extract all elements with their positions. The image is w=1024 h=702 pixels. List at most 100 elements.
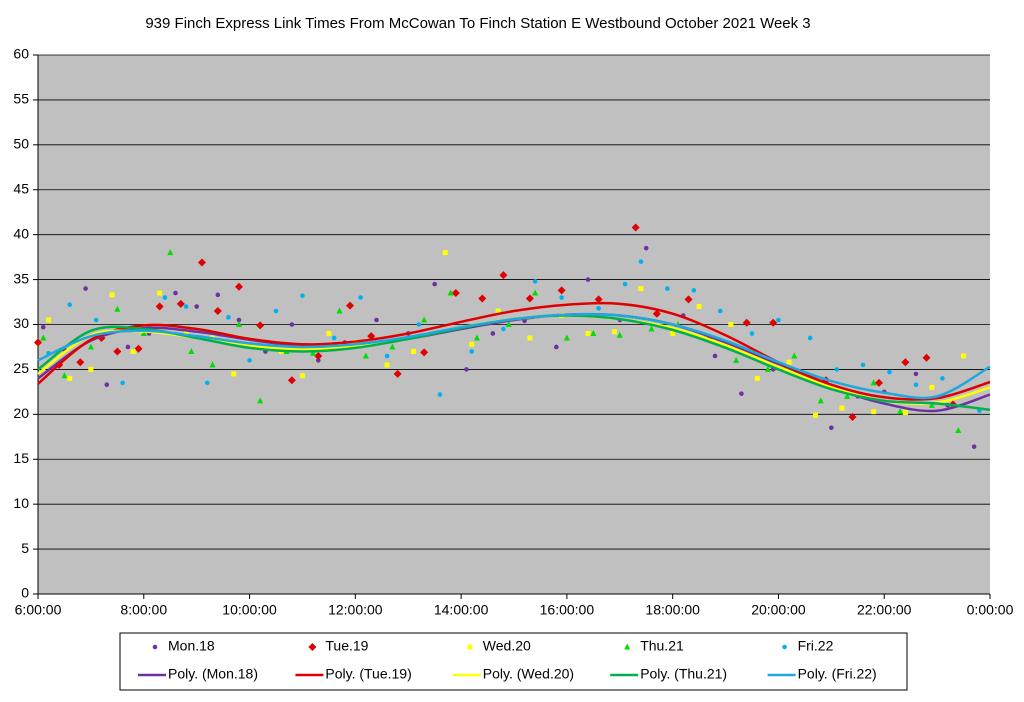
- point: [559, 295, 564, 300]
- point: [532, 289, 539, 296]
- point: [358, 295, 363, 300]
- point: [870, 379, 877, 386]
- point: [769, 318, 778, 327]
- point: [287, 376, 296, 385]
- point: [46, 317, 52, 323]
- point: [393, 369, 402, 378]
- point: [389, 343, 396, 350]
- point: [776, 317, 781, 323]
- point: [495, 308, 501, 314]
- y-tick-label: 0: [21, 585, 29, 601]
- point: [336, 307, 343, 314]
- point: [67, 302, 73, 308]
- point: [40, 324, 46, 330]
- point: [913, 371, 919, 377]
- point: [638, 259, 644, 264]
- point: [226, 315, 231, 320]
- point: [501, 326, 506, 332]
- point: [473, 334, 480, 341]
- point: [527, 335, 533, 341]
- point: [733, 356, 740, 363]
- point: [590, 329, 597, 336]
- point: [411, 348, 417, 354]
- point: [585, 277, 591, 282]
- point: [362, 352, 369, 359]
- point: [834, 367, 839, 372]
- point: [384, 362, 390, 368]
- point: [464, 367, 469, 372]
- point: [76, 358, 85, 367]
- point: [236, 317, 242, 323]
- point: [204, 380, 210, 386]
- legend-marker: [782, 644, 787, 650]
- point: [622, 281, 628, 287]
- x-tick-label: 12:00:00: [328, 602, 383, 618]
- point: [442, 250, 448, 256]
- x-tick-label: 10:00:00: [222, 602, 277, 618]
- point: [130, 348, 136, 354]
- point: [67, 375, 73, 381]
- point: [235, 321, 242, 327]
- point: [525, 294, 534, 303]
- point: [114, 305, 121, 312]
- point: [416, 322, 422, 327]
- point: [971, 444, 977, 449]
- point: [162, 295, 168, 300]
- point: [490, 331, 496, 336]
- point: [469, 341, 475, 347]
- point: [157, 290, 163, 296]
- point: [961, 353, 967, 359]
- point: [120, 380, 125, 386]
- point: [871, 409, 877, 415]
- point: [739, 391, 744, 396]
- point: [34, 338, 42, 347]
- point: [532, 279, 538, 284]
- point: [134, 344, 143, 353]
- legend-label: Poly. (Thu.21): [640, 666, 727, 682]
- x-tick-label: 6:00:00: [15, 602, 62, 618]
- point: [194, 304, 199, 309]
- point: [913, 382, 919, 387]
- legend: [119, 632, 908, 691]
- point: [791, 352, 798, 359]
- y-tick-label: 55: [13, 91, 29, 107]
- point: [955, 427, 962, 434]
- point: [213, 307, 222, 316]
- legend-label: Fri.22: [798, 638, 834, 654]
- x-tick-label: 22:00:00: [857, 602, 912, 618]
- point: [754, 375, 760, 381]
- point: [188, 347, 195, 354]
- point: [125, 344, 131, 350]
- point: [289, 322, 295, 327]
- point: [839, 405, 845, 411]
- point: [314, 351, 323, 360]
- legend-label: Tue.19: [325, 638, 368, 654]
- x-tick-label: 8:00:00: [120, 602, 167, 618]
- point: [113, 347, 122, 356]
- point: [432, 281, 437, 287]
- point: [643, 245, 649, 251]
- point: [631, 223, 640, 232]
- y-tick-label: 10: [13, 495, 29, 511]
- point: [176, 299, 185, 308]
- point: [384, 353, 390, 359]
- point: [183, 304, 189, 309]
- chart-title: 939 Finch Express Link Times From McCowa…: [145, 15, 810, 32]
- point: [447, 289, 454, 296]
- point: [860, 362, 866, 368]
- point: [554, 344, 559, 350]
- point: [300, 293, 305, 299]
- point: [104, 382, 110, 387]
- point: [83, 286, 88, 291]
- point: [901, 358, 910, 367]
- legend-label: Poly. (Mon.18): [168, 666, 258, 682]
- y-tick-label: 25: [13, 360, 29, 376]
- point: [812, 412, 818, 418]
- point: [874, 378, 883, 387]
- legend-label: Poly. (Tue.19): [325, 666, 411, 682]
- point: [616, 331, 623, 338]
- point: [231, 371, 237, 377]
- point: [478, 294, 487, 303]
- point: [437, 392, 443, 397]
- point: [563, 334, 570, 341]
